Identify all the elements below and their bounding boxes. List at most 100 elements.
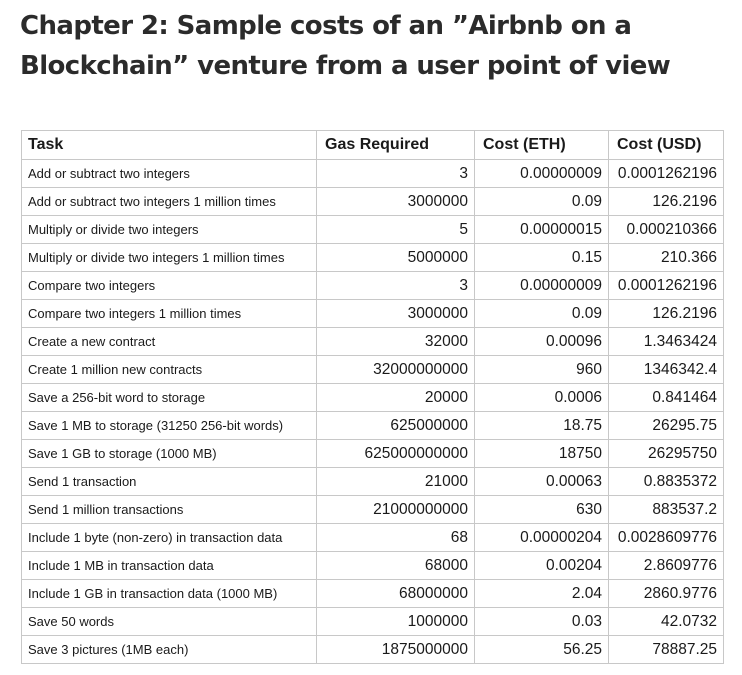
cell-task: Save 1 MB to storage (31250 256-bit word…	[21, 411, 317, 440]
cell-gas-required: 625000000	[316, 411, 475, 440]
table-row: Save 1 GB to storage (1000 MB) 6250000000…	[21, 439, 724, 468]
page-title-line-1: Chapter 2: Sample costs of an ”Airbnb on…	[20, 11, 632, 41]
cell-task: Create 1 million new contracts	[21, 355, 317, 384]
cell-gas-required: 68000	[316, 551, 475, 580]
cell-cost-usd: 883537.2	[608, 495, 724, 524]
table-row: Compare two integers 3 0.00000009 0.0001262…	[21, 271, 724, 300]
table-row: Save a 256-bit word to storage 20000 0.000…	[21, 383, 724, 412]
cell-cost-usd: 0.8835372	[608, 467, 724, 496]
cell-cost-usd: 0.0028609776	[608, 523, 724, 552]
table-row: Multiply or divide two integers 1 millio…	[21, 243, 724, 272]
cell-gas-required: 1000000	[316, 607, 475, 636]
cell-cost-eth: 0.00096	[474, 327, 609, 356]
cell-task: Add or subtract two integers 1 million t…	[21, 187, 317, 216]
cell-cost-usd: 1.3463424	[608, 327, 724, 356]
cell-cost-eth: 0.00204	[474, 551, 609, 580]
cell-cost-usd: 126.2196	[608, 299, 724, 328]
cell-cost-usd: 126.2196	[608, 187, 724, 216]
cell-cost-eth: 0.00000204	[474, 523, 609, 552]
cost-table-container: Task Gas Required Cost (ETH) Cost (USD) …	[21, 130, 724, 664]
cell-gas-required: 3000000	[316, 299, 475, 328]
cell-task: Save 50 words	[21, 607, 317, 636]
cell-gas-required: 21000000000	[316, 495, 475, 524]
cell-task: Save a 256-bit word to storage	[21, 383, 317, 412]
cell-cost-eth: 0.03	[474, 607, 609, 636]
cell-gas-required: 21000	[316, 467, 475, 496]
page-title-line-2: Blockchain” venture from a user point of…	[20, 51, 671, 81]
cell-cost-eth: 18.75	[474, 411, 609, 440]
cell-gas-required: 625000000000	[316, 439, 475, 468]
cell-task: Multiply or divide two integers 1 millio…	[21, 243, 317, 272]
table-row: Include 1 byte (non-zero) in transaction…	[21, 523, 724, 552]
table-row: Save 1 MB to storage (31250 256-bit word…	[21, 411, 724, 440]
cell-cost-eth: 18750	[474, 439, 609, 468]
cell-cost-usd: 2860.9776	[608, 579, 724, 608]
cell-cost-eth: 0.09	[474, 299, 609, 328]
table-header-row: Task Gas Required Cost (ETH) Cost (USD)	[21, 130, 724, 160]
table-row: Create 1 million new contracts 3200000000…	[21, 355, 724, 384]
table-row: Include 1 MB in transaction data 68000 0.0…	[21, 551, 724, 580]
cell-cost-eth: 630	[474, 495, 609, 524]
cell-cost-usd: 0.0001262196	[608, 271, 724, 300]
cell-cost-eth: 56.25	[474, 635, 609, 664]
cell-gas-required: 68000000	[316, 579, 475, 608]
cell-gas-required: 32000	[316, 327, 475, 356]
table-row: Add or subtract two integers 1 million t…	[21, 187, 724, 216]
table-row: Include 1 GB in transaction data (1000 M…	[21, 579, 724, 608]
header-task: Task	[21, 130, 317, 160]
cell-gas-required: 3000000	[316, 187, 475, 216]
cell-task: Add or subtract two integers	[21, 159, 317, 188]
cell-cost-usd: 42.0732	[608, 607, 724, 636]
cell-gas-required: 5	[316, 215, 475, 244]
cell-cost-usd: 78887.25	[608, 635, 724, 664]
cost-table: Task Gas Required Cost (ETH) Cost (USD) …	[21, 130, 724, 664]
cell-cost-usd: 210.366	[608, 243, 724, 272]
cell-gas-required: 32000000000	[316, 355, 475, 384]
cell-cost-eth: 960	[474, 355, 609, 384]
table-body: Add or subtract two integers 3 0.00000009 0…	[21, 159, 724, 664]
cell-task: Include 1 GB in transaction data (1000 M…	[21, 579, 317, 608]
table-row: Send 1 transaction 21000 0.00063 0.8835372	[21, 467, 724, 496]
cell-task: Create a new contract	[21, 327, 317, 356]
cell-gas-required: 3	[316, 271, 475, 300]
cell-cost-eth: 0.00000009	[474, 271, 609, 300]
cell-task: Save 3 pictures (1MB each)	[21, 635, 317, 664]
cell-cost-usd: 2.8609776	[608, 551, 724, 580]
page-title: Chapter 2: Sample costs of an ”Airbnb on…	[20, 6, 720, 86]
cell-cost-eth: 0.15	[474, 243, 609, 272]
cell-task: Include 1 byte (non-zero) in transaction…	[21, 523, 317, 552]
cell-task: Compare two integers 1 million times	[21, 299, 317, 328]
cell-gas-required: 5000000	[316, 243, 475, 272]
cell-cost-eth: 0.0006	[474, 383, 609, 412]
table-row: Send 1 million transactions 21000000000 63…	[21, 495, 724, 524]
table-row: Save 50 words 1000000 0.03 42.0732	[21, 607, 724, 636]
cell-cost-usd: 0.0001262196	[608, 159, 724, 188]
cell-gas-required: 3	[316, 159, 475, 188]
cell-cost-eth: 0.00063	[474, 467, 609, 496]
cell-cost-eth: 0.00000015	[474, 215, 609, 244]
cell-task: Save 1 GB to storage (1000 MB)	[21, 439, 317, 468]
cell-cost-eth: 2.04	[474, 579, 609, 608]
cell-task: Send 1 transaction	[21, 467, 317, 496]
cell-cost-usd: 0.841464	[608, 383, 724, 412]
cell-cost-eth: 0.00000009	[474, 159, 609, 188]
cell-cost-usd: 1346342.4	[608, 355, 724, 384]
cell-gas-required: 68	[316, 523, 475, 552]
header-cost-eth: Cost (ETH)	[474, 130, 609, 160]
cell-cost-usd: 26295750	[608, 439, 724, 468]
cell-task: Send 1 million transactions	[21, 495, 317, 524]
table-row: Compare two integers 1 million times 3000…	[21, 299, 724, 328]
cell-cost-usd: 0.000210366	[608, 215, 724, 244]
cell-cost-eth: 0.09	[474, 187, 609, 216]
header-cost-usd: Cost (USD)	[608, 130, 724, 160]
cell-gas-required: 1875000000	[316, 635, 475, 664]
table-row: Save 3 pictures (1MB each) 1875000000 56.2…	[21, 635, 724, 664]
table-row: Multiply or divide two integers 5 0.000000…	[21, 215, 724, 244]
cell-cost-usd: 26295.75	[608, 411, 724, 440]
cell-gas-required: 20000	[316, 383, 475, 412]
table-row: Create a new contract 32000 0.00096 1.34634…	[21, 327, 724, 356]
cell-task: Compare two integers	[21, 271, 317, 300]
header-gas-required: Gas Required	[316, 130, 475, 160]
cell-task: Multiply or divide two integers	[21, 215, 317, 244]
table-row: Add or subtract two integers 3 0.00000009 0…	[21, 159, 724, 188]
